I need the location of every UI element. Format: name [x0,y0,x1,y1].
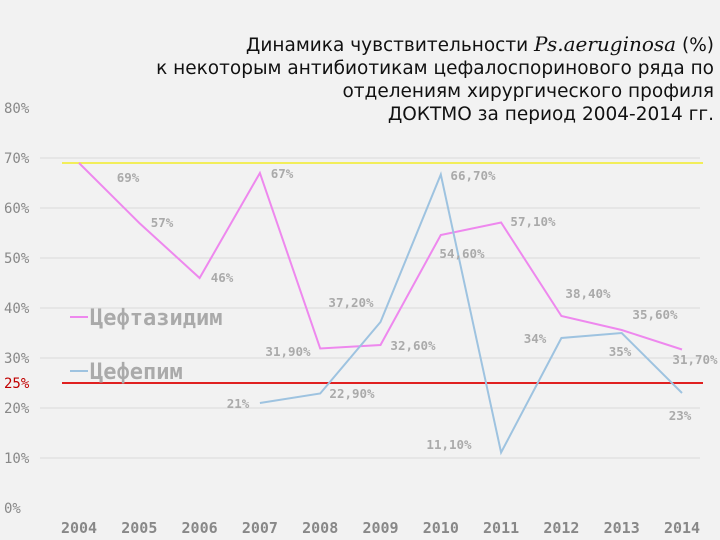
data-label: 66,70% [450,168,496,183]
title-line-1: Динамика чувствительности Ps.aeruginosa … [14,33,714,57]
data-label: 38,40% [565,286,611,301]
data-label: 21% [227,396,250,411]
y-tick-label: 60% [4,201,30,217]
data-label: 31,70% [672,352,718,367]
legend: Цефтазидим Цефепим [70,306,222,385]
x-axis-ticks: 2004 2005 2006 2007 2008 2009 2010 2011 2012 2013… [61,519,700,537]
data-label: 67% [271,166,294,181]
data-label: 35% [609,344,632,359]
legend-label: Цефепим [90,360,183,385]
data-labels: 69% 57% 46% 67% 31,90% 32,60% 54,60% 57,10% 38,4… [117,166,718,452]
chart-title: Динамика чувствительности Ps.aeruginosa … [14,33,714,126]
title-line-2: к некоторым антибиотикам цефалоспориново… [156,58,714,79]
x-tick-label: 2014 [664,519,700,537]
y-tick-label: 30% [4,351,30,367]
x-tick-label: 2007 [242,519,278,537]
data-label: 22,90% [329,386,375,401]
data-label: 69% [117,170,140,185]
x-tick-label: 2004 [61,519,97,537]
title-line-3: отделениям хирургического профиля [342,81,714,102]
data-label: 31,90% [265,344,311,359]
y-tick-label: 20% [4,401,30,417]
y-tick-label: 50% [4,251,30,267]
title-line-4: ДОКТМО за период 2004-2014 гг. [387,104,714,125]
data-label: 32,60% [390,338,436,353]
x-tick-label: 2008 [302,519,338,537]
x-tick-label: 2006 [182,519,218,537]
data-label: 57,10% [510,214,556,229]
y-tick-label: 10% [4,451,30,467]
x-tick-label: 2011 [483,519,519,537]
title-prefix: Динамика чувствительности [245,35,529,56]
data-label: 23% [669,408,692,423]
x-tick-label: 2010 [423,519,459,537]
grid-lines [40,157,700,459]
data-label: 35,60% [632,307,678,322]
title-species: Ps.aeruginosa [534,32,677,56]
y-tick-label: 40% [4,301,30,317]
title-unit: (%) [681,35,714,56]
data-label: 46% [211,270,234,285]
y-tick-label: 70% [4,151,30,167]
data-label: 57% [151,215,174,230]
data-label: 34% [524,331,547,346]
x-tick-label: 2013 [604,519,640,537]
series-line [78,162,683,351]
y-axis-ticks: 0% 10% 20% 30% 40% 50% 60% 70% 80% [4,101,30,517]
series-line [259,171,683,456]
data-label: 11,10% [426,437,472,452]
y-tick-label: 0% [4,501,21,517]
legend-label: Цефтазидим [90,306,222,331]
x-tick-label: 2012 [543,519,579,537]
data-label: 54,60% [439,246,485,261]
x-tick-label: 2009 [362,519,398,537]
reference-line-label: 25% [4,376,30,392]
reference-lines: 25% [4,162,703,392]
data-label: 37,20% [328,295,374,310]
x-tick-label: 2005 [121,519,157,537]
series-lines [78,162,683,456]
y-tick-label: 80% [4,101,30,117]
